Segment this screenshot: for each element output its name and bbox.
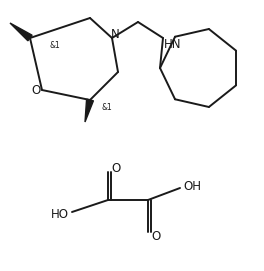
Text: HN: HN xyxy=(164,38,182,51)
Polygon shape xyxy=(10,23,32,41)
Text: &1: &1 xyxy=(102,104,113,112)
Text: O: O xyxy=(151,231,161,244)
Text: O: O xyxy=(31,85,41,98)
Text: &1: &1 xyxy=(50,41,61,50)
Text: O: O xyxy=(111,163,121,176)
Text: HO: HO xyxy=(51,208,69,221)
Text: N: N xyxy=(111,28,119,41)
Text: OH: OH xyxy=(183,179,201,192)
Polygon shape xyxy=(85,99,93,122)
